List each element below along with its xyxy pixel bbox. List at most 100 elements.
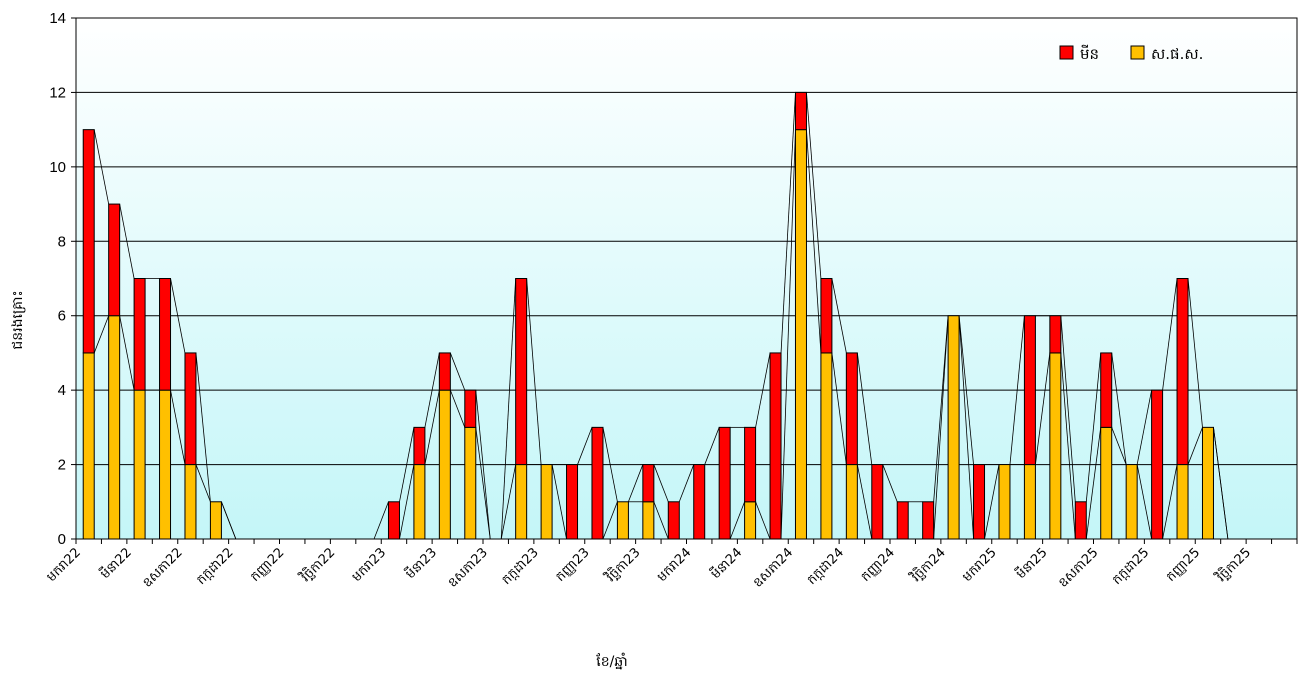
bar-mien xyxy=(438,352,451,391)
bar-mien xyxy=(184,352,197,466)
series-line-total xyxy=(831,278,847,354)
series-line-total xyxy=(653,464,669,502)
bar-spsa xyxy=(184,464,197,540)
bar-spsa xyxy=(82,352,95,540)
series-line-spsa xyxy=(602,501,618,540)
y-tick-label: 10 xyxy=(49,159,66,176)
series-line-total xyxy=(195,352,211,502)
series-line-total xyxy=(373,501,389,540)
bar-mien xyxy=(515,278,528,466)
series-line-total xyxy=(1213,427,1229,540)
series-line-spsa xyxy=(856,464,873,540)
x-tick-label: ឧសភា24 xyxy=(751,545,797,591)
bar-spsa xyxy=(998,464,1011,540)
legend-swatch-mien xyxy=(1059,45,1074,60)
series-line-spsa xyxy=(1136,464,1152,540)
y-axis-ticks: 0 2 4 6 8 10 12 14 xyxy=(49,10,76,548)
series-line-spsa xyxy=(449,389,466,428)
bar-spsa xyxy=(464,426,477,540)
bar-mien xyxy=(769,352,782,540)
legend-label-spsa: ស.ផ.ស. xyxy=(1151,45,1203,63)
x-tick-label: មករា23 xyxy=(349,545,389,585)
bar-mien xyxy=(642,464,655,503)
x-tick-label: មីនា22 xyxy=(96,544,134,582)
x-tick-label: ឧសភា23 xyxy=(445,545,491,591)
series-line-total xyxy=(526,278,542,465)
series-line-spsa xyxy=(1060,352,1076,540)
bar-mien xyxy=(744,426,757,503)
series-line-spsa xyxy=(729,501,745,540)
bars xyxy=(82,91,1214,540)
bar-mien xyxy=(845,352,858,466)
series-line-spsa xyxy=(1111,427,1127,465)
bar-mien xyxy=(896,501,909,540)
bar-spsa xyxy=(845,464,858,540)
bar-mien xyxy=(133,278,146,391)
gridlines xyxy=(76,91,1297,466)
series-line-total xyxy=(933,315,949,502)
x-tick-label: មករា25 xyxy=(960,545,1000,585)
series-line-total xyxy=(602,427,618,502)
x-axis-title: ខែ/ឆ្នាំ xyxy=(596,652,627,670)
series-line-spsa xyxy=(551,464,567,540)
y-tick-label: 4 xyxy=(58,382,66,399)
series-line-spsa xyxy=(475,427,491,540)
x-tick-label: មីនា25 xyxy=(1012,544,1050,582)
series-line-total xyxy=(221,501,237,540)
x-tick-label: កញ្ញា25 xyxy=(1164,545,1204,585)
x-tick-label: មីនា24 xyxy=(707,544,745,582)
series-line-total xyxy=(424,352,440,428)
series-line-spsa xyxy=(195,464,211,502)
x-tick-label: កញ្ញា24 xyxy=(858,545,898,585)
y-tick-label: 0 xyxy=(58,531,66,548)
bar-mien xyxy=(1100,352,1113,428)
x-tick-label: មករា24 xyxy=(655,545,695,585)
series-line-spsa xyxy=(958,315,974,540)
bar-spsa xyxy=(133,389,146,540)
x-tick-label: មករា22 xyxy=(44,545,84,585)
bar-mien xyxy=(1151,389,1164,540)
y-tick-label: 12 xyxy=(49,84,66,101)
series-line-spsa xyxy=(933,315,949,540)
bar-spsa xyxy=(438,389,451,540)
x-tick-label: ឧសភា22 xyxy=(140,545,186,591)
bar-spsa xyxy=(794,129,807,540)
bar-spsa xyxy=(108,315,121,540)
x-tick-label: កក្កដា23 xyxy=(499,545,542,588)
series-line-total xyxy=(170,278,186,354)
bar-spsa xyxy=(413,464,426,540)
series-line-spsa xyxy=(500,464,517,540)
bar-spsa xyxy=(947,315,960,540)
x-tick-label: វិច្ឆិកា22 xyxy=(296,544,338,586)
bar-spsa xyxy=(540,464,553,540)
bar-mien xyxy=(566,464,579,540)
series-line-total xyxy=(1009,315,1025,465)
bar-mien xyxy=(387,501,400,540)
x-tick-label: មីនា23 xyxy=(402,544,440,582)
series-line-total xyxy=(577,427,593,465)
x-axis-ticks: មករា22 មីនា22 ឧសភា22 កក្កដា22 កញ្ញា22 វិច្ឆិក… xyxy=(44,539,1298,591)
bar-spsa xyxy=(1125,464,1138,540)
series-line-spsa xyxy=(1187,427,1203,465)
bar-mien xyxy=(591,426,604,540)
bar-spsa xyxy=(820,352,833,540)
bar-mien xyxy=(871,464,884,540)
bar-spsa xyxy=(209,501,222,540)
series-line-total xyxy=(704,427,720,465)
legend-swatch-spsa xyxy=(1130,45,1145,60)
bar-mien xyxy=(108,203,121,317)
bar-mien xyxy=(922,501,935,540)
x-tick-label: កក្កដា25 xyxy=(1110,545,1153,588)
bar-mien xyxy=(82,129,95,354)
series-line-total xyxy=(1085,352,1102,502)
series-line-total xyxy=(780,92,796,353)
y-tick-label: 2 xyxy=(58,457,66,474)
series-line-total xyxy=(449,352,466,391)
x-tick-label: ឧសភា25 xyxy=(1056,545,1102,591)
series-line-spsa xyxy=(170,390,186,465)
series-line-total xyxy=(475,390,491,540)
y-tick-label: 8 xyxy=(58,233,66,250)
series-line-total xyxy=(1162,278,1178,391)
series-line-spsa xyxy=(424,390,440,465)
series-line-total xyxy=(399,427,415,502)
